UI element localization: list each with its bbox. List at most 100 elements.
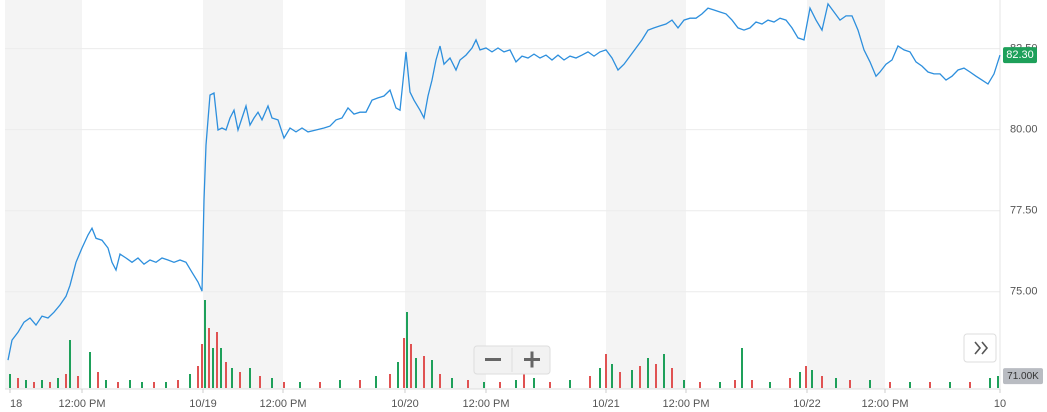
volume-bar — [483, 382, 485, 388]
volume-bar — [869, 380, 871, 388]
volume-bar — [439, 374, 441, 388]
volume-bar — [403, 338, 405, 388]
tags: 82.30 71.00K — [1003, 47, 1043, 385]
volume-bar — [204, 300, 206, 388]
volume-bar — [799, 372, 801, 388]
volume-bar — [339, 380, 341, 388]
volume-bar — [683, 380, 685, 388]
volume-bar — [105, 380, 107, 388]
volume-bar — [849, 380, 851, 388]
zoom-in-button[interactable] — [513, 347, 549, 373]
volume-bar — [225, 362, 227, 388]
volume-bar — [805, 366, 807, 388]
volume-bar — [231, 368, 233, 388]
volume-bar — [549, 382, 551, 388]
x-tick-label: 10/21 — [592, 398, 620, 410]
volume-tag — [1003, 368, 1043, 385]
volume-bar — [397, 362, 399, 388]
y-tick-label: 75.00 — [1010, 286, 1038, 298]
volume-bar — [611, 364, 613, 388]
volume-bar — [65, 374, 67, 388]
last-price-label: 82.30 — [1006, 49, 1034, 61]
volume-bar — [197, 366, 199, 388]
volume-bar — [165, 382, 167, 388]
volume-bar — [909, 382, 911, 388]
volume-bar — [319, 382, 321, 388]
x-tick-label: 10/20 — [391, 398, 419, 410]
volume-bar — [821, 376, 823, 388]
volume-bar — [271, 378, 273, 388]
volume-bar — [141, 382, 143, 388]
volume-bar — [189, 374, 191, 388]
volume-bar — [57, 378, 59, 388]
volume-bar — [177, 380, 179, 388]
volume-bar — [129, 380, 131, 388]
volume-bar — [655, 364, 657, 388]
scroll-right-button[interactable] — [963, 333, 997, 363]
volume-bar — [515, 380, 517, 388]
volume-bar — [220, 348, 222, 388]
volume — [9, 300, 999, 388]
price — [7, 2, 1001, 361]
volume-bar — [89, 352, 91, 388]
volume-bar — [17, 378, 19, 388]
volume-bar — [406, 312, 408, 388]
volume-bar — [77, 376, 79, 388]
volume-bar — [153, 382, 155, 388]
volume-bar — [989, 378, 991, 388]
x-tick-label: 10 — [994, 398, 1006, 410]
volume-bar — [533, 378, 535, 388]
zoom-out-button[interactable] — [475, 347, 511, 373]
volume-bar — [619, 372, 621, 388]
x-tick-label: 12:00 PM — [662, 398, 709, 410]
minus-icon — [485, 358, 501, 361]
volume-bar — [239, 372, 241, 388]
volume-bar — [734, 380, 736, 388]
volume-bar — [410, 344, 412, 388]
session-band — [405, 0, 486, 389]
volume-bar — [389, 374, 391, 388]
volume-bar — [671, 368, 673, 388]
y-tick-label: 80.00 — [1010, 124, 1038, 136]
volume-bar — [929, 382, 931, 388]
volume-bar — [599, 368, 601, 388]
volume-bar — [997, 376, 999, 388]
volume-bar — [415, 358, 417, 388]
volume-bar — [451, 378, 453, 388]
volume-bar — [283, 382, 285, 388]
volume-bar — [889, 382, 891, 388]
volume-bar — [375, 376, 377, 388]
x-tick-label: 12:00 PM — [861, 398, 908, 410]
plus-icon-v — [530, 351, 534, 368]
volume-bar — [208, 328, 210, 388]
x-tick-label: 10/22 — [793, 398, 821, 410]
x-tick-label: 18 — [10, 398, 22, 410]
volume-tick-label: 71.00K — [1007, 371, 1039, 382]
volume-bar — [33, 382, 35, 388]
session-band — [5, 0, 82, 389]
chevron — [981, 341, 989, 355]
chevron — [974, 341, 982, 355]
x-tick-label: 10/19 — [189, 398, 217, 410]
session-band — [807, 0, 885, 389]
volume-bar — [69, 340, 71, 388]
volume-bar — [259, 376, 261, 388]
volume-bar — [811, 370, 813, 388]
zoom-controls — [473, 345, 551, 375]
volume-bar — [249, 368, 251, 388]
volume-bar — [663, 354, 665, 388]
volume-bar — [969, 382, 971, 388]
grid — [5, 0, 1001, 393]
volume-bar — [216, 332, 218, 388]
volume-bar — [499, 382, 501, 388]
volume-bar — [97, 372, 99, 388]
session-band — [606, 0, 686, 389]
x-tick-label: 12:00 PM — [259, 398, 306, 410]
volume-bar — [769, 382, 771, 388]
volume-bar — [299, 382, 301, 388]
volume-bar — [423, 356, 425, 388]
volume-bar — [631, 370, 633, 388]
volume-bar — [467, 380, 469, 388]
